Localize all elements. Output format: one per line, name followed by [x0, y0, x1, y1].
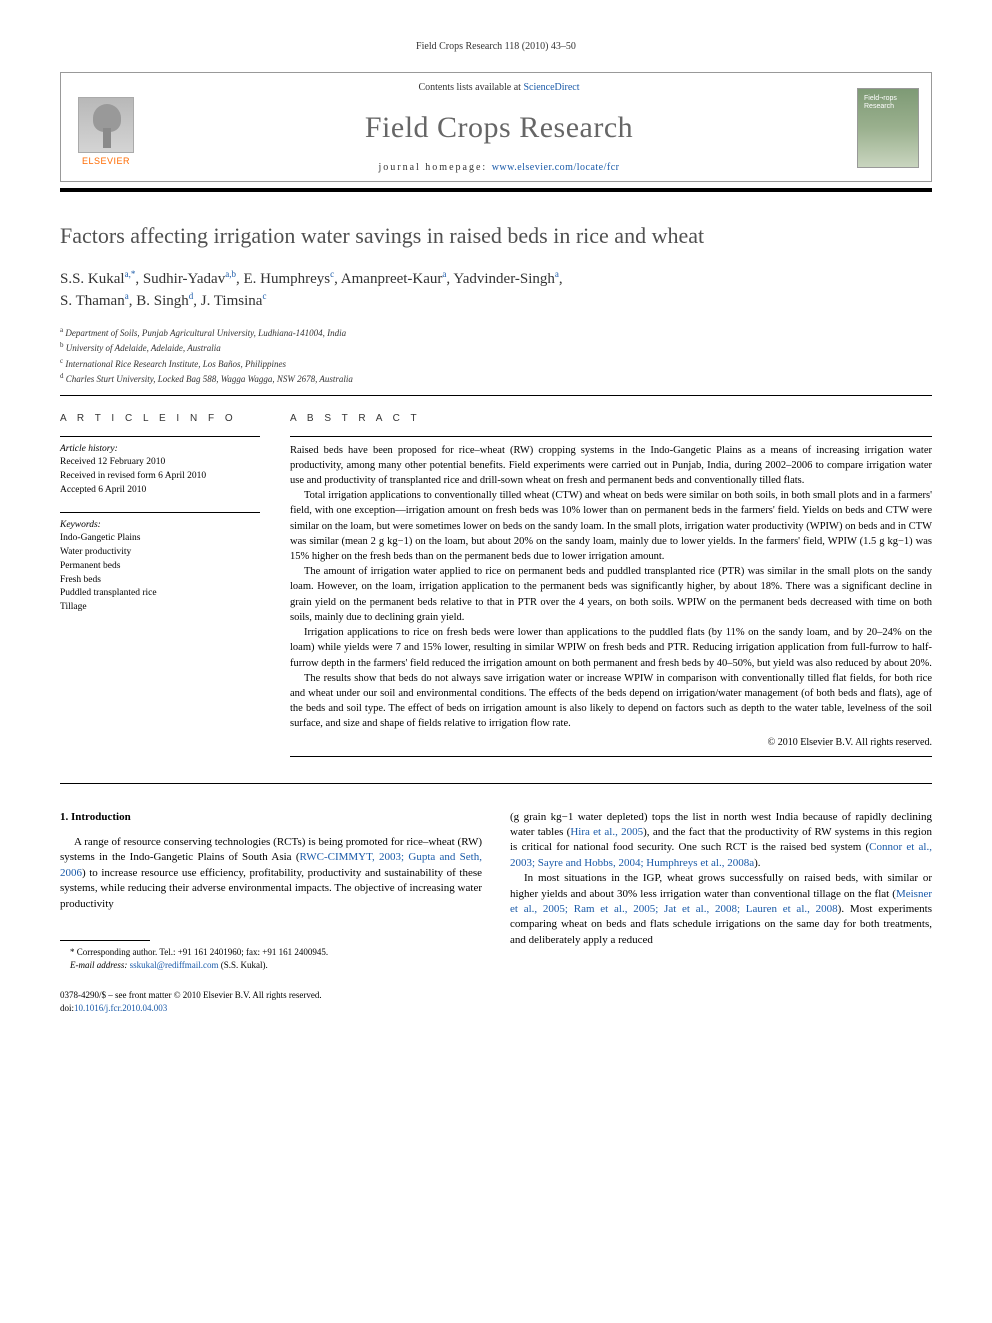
section-divider [60, 783, 932, 784]
body-paragraph: In most situations in the IGP, wheat gro… [510, 871, 932, 948]
article-history-block: Article history: Received 12 February 20… [60, 443, 260, 498]
journal-masthead: ELSEVIER Contents lists available at Sci… [60, 72, 932, 182]
history-item: Received 12 February 2010 [60, 456, 260, 470]
author-mark: c [330, 269, 334, 279]
keywords-label: Keywords: [60, 519, 260, 533]
history-item: Accepted 6 April 2010 [60, 484, 260, 498]
abstract-paragraph: Irrigation applications to rice on fresh… [290, 625, 932, 671]
abstract-paragraph: Raised beds have been proposed for rice–… [290, 443, 932, 489]
publisher-label: ELSEVIER [82, 155, 130, 168]
journal-title: Field Crops Research [141, 107, 857, 149]
doi-line: doi:10.1016/j.fcr.2010.04.003 [60, 1002, 482, 1015]
body-column-right: (g grain kg−1 water depleted) tops the l… [510, 810, 932, 1015]
abstract-text: Raised beds have been proposed for rice–… [290, 443, 932, 732]
email-label: E-mail address: [70, 960, 127, 970]
body-columns: 1. Introduction A range of resource cons… [60, 810, 932, 1015]
info-rule [60, 512, 260, 513]
keyword: Indo-Gangetic Plains [60, 532, 260, 546]
keyword: Water productivity [60, 546, 260, 560]
affiliation: a Department of Soils, Punjab Agricultur… [60, 325, 932, 341]
author: J. Timsina [201, 293, 263, 309]
author: S. Thaman [60, 293, 125, 309]
corresponding-author-footnote: * Corresponding author. Tel.: +91 161 24… [60, 946, 482, 959]
article-info-column: A R T I C L E I N F O Article history: R… [60, 412, 260, 763]
keyword: Puddled transplanted rice [60, 587, 260, 601]
footer-block: 0378-4290/$ – see front matter © 2010 El… [60, 989, 482, 1014]
masthead-rule [60, 188, 932, 192]
info-abstract-row: A R T I C L E I N F O Article history: R… [60, 412, 932, 763]
email-link[interactable]: sskukal@rediffmail.com [130, 960, 219, 970]
affiliation: d Charles Sturt University, Locked Bag 5… [60, 371, 932, 387]
running-header: Field Crops Research 118 (2010) 43–50 [60, 40, 932, 54]
abstract-paragraph: Total irrigation applications to convent… [290, 488, 932, 564]
abstract-bottom-rule-inner [290, 756, 932, 757]
keyword: Permanent beds [60, 560, 260, 574]
author-mark: a [125, 291, 129, 301]
author: Amanpreet-Kaur [341, 271, 443, 287]
abstract-column: A B S T R A C T Raised beds have been pr… [290, 412, 932, 763]
info-rule [60, 436, 260, 437]
divider-rule [60, 395, 932, 396]
author-mark: d [189, 291, 194, 301]
affiliation-list: a Department of Soils, Punjab Agricultur… [60, 325, 932, 387]
citation-link[interactable]: RWC-CIMMYT, 2003; Gupta and Seth, 2006 [60, 851, 482, 878]
body-paragraph: (g grain kg−1 water depleted) tops the l… [510, 810, 932, 872]
contents-available-line: Contents lists available at ScienceDirec… [141, 81, 857, 95]
article-info-heading: A R T I C L E I N F O [60, 412, 260, 426]
history-item: Received in revised form 6 April 2010 [60, 470, 260, 484]
body-paragraph: A range of resource conserving technolog… [60, 835, 482, 912]
issn-line: 0378-4290/$ – see front matter © 2010 El… [60, 989, 482, 1002]
abstract-paragraph: The results show that beds do not always… [290, 671, 932, 732]
abstract-top-rule [290, 436, 932, 437]
journal-cover-thumb [857, 88, 919, 168]
author-mark: a,* [125, 269, 136, 279]
footnote-rule [60, 940, 150, 941]
author: B. Singh [136, 293, 189, 309]
body-column-left: 1. Introduction A range of resource cons… [60, 810, 482, 1015]
author: Sudhir-Yadav [143, 271, 225, 287]
author: E. Humphreys [243, 271, 330, 287]
author-mark: a [555, 269, 559, 279]
citation-link[interactable]: Hira et al., 2005 [570, 826, 643, 838]
author-list: S.S. Kukala,*, Sudhir-Yadava,b, E. Humph… [60, 268, 932, 313]
journal-homepage-link[interactable]: www.elsevier.com/locate/fcr [492, 162, 620, 173]
sciencedirect-link[interactable]: ScienceDirect [523, 82, 579, 93]
contents-prefix: Contents lists available at [418, 82, 523, 93]
section-heading: 1. Introduction [60, 810, 482, 825]
email-person: (S.S. Kukal). [221, 960, 268, 970]
affiliation: b University of Adelaide, Adelaide, Aust… [60, 340, 932, 356]
author-mark: a [442, 269, 446, 279]
abstract-copyright: © 2010 Elsevier B.V. All rights reserved… [290, 736, 932, 750]
email-footnote: E-mail address: sskukal@rediffmail.com (… [60, 959, 482, 972]
publisher-logo: ELSEVIER [71, 88, 141, 168]
doi-link[interactable]: 10.1016/j.fcr.2010.04.003 [74, 1003, 167, 1013]
affiliation: c International Rice Research Institute,… [60, 356, 932, 372]
author-mark: c [262, 291, 266, 301]
author: S.S. Kukal [60, 271, 125, 287]
abstract-paragraph: The amount of irrigation water applied t… [290, 564, 932, 625]
article-title: Factors affecting irrigation water savin… [60, 222, 932, 250]
abstract-heading: A B S T R A C T [290, 412, 932, 426]
keywords-block: Keywords: Indo-Gangetic Plains Water pro… [60, 519, 260, 615]
homepage-prefix: journal homepage: [378, 162, 491, 173]
journal-homepage-line: journal homepage: www.elsevier.com/locat… [141, 161, 857, 175]
keyword: Fresh beds [60, 574, 260, 588]
elsevier-tree-icon [78, 97, 134, 153]
author-mark: a,b [225, 269, 236, 279]
history-label: Article history: [60, 443, 260, 457]
author: Yadvinder-Singh [453, 271, 555, 287]
keyword: Tillage [60, 601, 260, 615]
